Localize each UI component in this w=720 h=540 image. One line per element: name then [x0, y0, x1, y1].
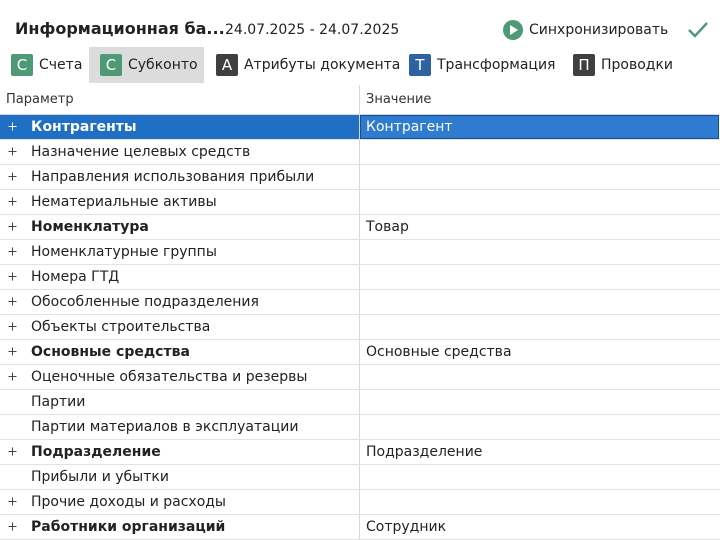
tab[interactable]: С Субконто: [89, 47, 204, 83]
row-value: Контрагент: [366, 119, 453, 135]
tab-icon: С: [100, 54, 122, 76]
row-name: Подразделение: [31, 444, 161, 460]
table-row[interactable]: Прочие доходы и расходы: [0, 490, 720, 515]
row-name: Нематериальные активы: [31, 194, 217, 210]
expand-icon[interactable]: [8, 122, 17, 131]
tab[interactable]: П Проводки: [573, 47, 673, 83]
table-row[interactable]: Подразделение Подразделение: [0, 440, 720, 465]
expand-icon[interactable]: [8, 272, 17, 281]
date-range: 24.07.2025 - 24.07.2025: [225, 22, 400, 38]
tab[interactable]: А Атрибуты документа: [216, 47, 400, 83]
expand-icon[interactable]: [8, 497, 17, 506]
tab[interactable]: С Счета: [11, 47, 82, 83]
expand-icon[interactable]: [8, 447, 17, 456]
expand-icon[interactable]: [8, 172, 17, 181]
confirm-button[interactable]: [686, 18, 710, 42]
table-row[interactable]: Направления использования прибыли: [0, 165, 720, 190]
row-value: Подразделение: [366, 444, 483, 460]
row-name: Прочие доходы и расходы: [31, 494, 226, 510]
table-row[interactable]: Назначение целевых средств: [0, 140, 720, 165]
row-name: Работники организаций: [31, 519, 226, 535]
row-value: Основные средства: [366, 344, 512, 360]
expand-icon[interactable]: [8, 322, 17, 331]
row-name: Партии: [31, 394, 86, 410]
expand-icon[interactable]: [8, 247, 17, 256]
row-name: Назначение целевых средств: [31, 144, 251, 160]
tab-icon: Т: [409, 54, 431, 76]
sync-label: Синхронизировать: [529, 22, 669, 38]
table-row[interactable]: Партии материалов в эксплуатации: [0, 415, 720, 440]
column-divider: [359, 85, 360, 540]
expand-icon[interactable]: [8, 347, 17, 356]
column-header: Параметр: [6, 91, 74, 107]
table-row[interactable]: Основные средства Основные средства: [0, 340, 720, 365]
table-row[interactable]: Нематериальные активы: [0, 190, 720, 215]
tab-icon: А: [216, 54, 238, 76]
table-row[interactable]: Оценочные обязательства и резервы: [0, 365, 720, 390]
row-name: Обособленные подразделения: [31, 294, 259, 310]
row-value: Сотрудник: [366, 519, 447, 535]
tab-icon: П: [573, 54, 595, 76]
tab-icon: С: [11, 54, 33, 76]
tab[interactable]: Т Трансформация: [409, 47, 555, 83]
selection-cell: [360, 115, 719, 139]
expand-icon[interactable]: [8, 222, 17, 231]
sync-icon: [503, 20, 523, 40]
title: Информационная ба...: [15, 19, 225, 38]
expand-icon[interactable]: [8, 297, 17, 306]
table-row[interactable]: Работники организаций Сотрудник: [0, 515, 720, 540]
row-value: Товар: [366, 219, 409, 235]
expand-icon[interactable]: [8, 197, 17, 206]
row-name: Номенклатурные группы: [31, 244, 217, 260]
selection-bg: [0, 115, 359, 139]
tab-label: Атрибуты документа: [244, 57, 401, 73]
row-name: Номера ГТД: [31, 269, 120, 285]
header-divider: [0, 114, 720, 115]
table-row[interactable]: Прибыли и убытки: [0, 465, 720, 490]
expand-icon[interactable]: [8, 372, 17, 381]
tab-bar: С Счета С Субконто А Атрибуты документа Т Транс…: [0, 47, 720, 83]
row-name: Контрагенты: [31, 119, 137, 135]
expand-icon[interactable]: [8, 522, 17, 531]
tab-label: Трансформация: [437, 57, 556, 73]
table-row[interactable]: Партии: [0, 390, 720, 415]
row-name: Объекты строительства: [31, 319, 211, 335]
row-name: Направления использования прибыли: [31, 169, 315, 185]
tab-label: Проводки: [601, 57, 674, 73]
row-name: Основные средства: [31, 344, 190, 360]
column-header: Значение: [366, 91, 432, 107]
table-row[interactable]: Объекты строительства: [0, 315, 720, 340]
tab-label: Счета: [39, 57, 83, 73]
expand-icon[interactable]: [8, 147, 17, 156]
sync-button[interactable]: Синхронизировать: [502, 18, 668, 42]
tab-label: Субконто: [128, 57, 198, 73]
row-name: Партии материалов в эксплуатации: [31, 419, 299, 435]
table-row[interactable]: Обособленные подразделения: [0, 290, 720, 315]
row-name: Оценочные обязательства и резервы: [31, 369, 308, 385]
table-row[interactable]: Контрагенты Контрагент: [0, 115, 720, 140]
row-name: Номенклатура: [31, 219, 149, 235]
row-name: Прибыли и убытки: [31, 469, 169, 485]
table-row[interactable]: Номенклатурные группы: [0, 240, 720, 265]
table-row[interactable]: Номенклатура Товар: [0, 215, 720, 240]
table-row[interactable]: Номера ГТД: [0, 265, 720, 290]
